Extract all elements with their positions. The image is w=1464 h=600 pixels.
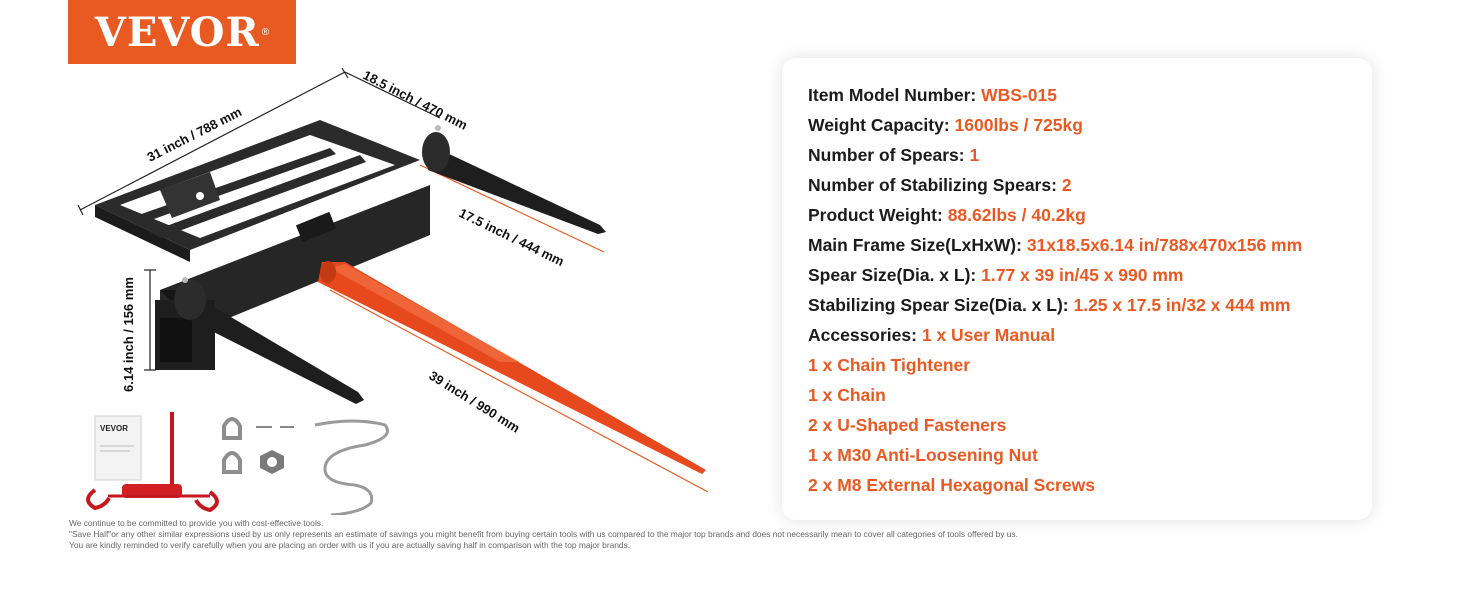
accessory-item: 1 x Chain	[808, 385, 886, 405]
spec-label: Spear Size(Dia. x L):	[808, 265, 977, 285]
spec-row-weight-capacity: Weight Capacity: 1600lbs / 725kg	[808, 114, 1302, 144]
spec-card: Item Model Number: WBS-015 Weight Capaci…	[782, 58, 1372, 520]
spec-value: 1 x User Manual	[921, 325, 1056, 345]
spec-label: Item Model Number:	[808, 85, 977, 105]
bale-spear-frame	[95, 120, 430, 370]
accessory-nut-and-screws	[256, 426, 294, 474]
dimension-line-frame-height	[144, 269, 156, 371]
accessory-item: 1 x M30 Anti-Loosening Nut	[808, 445, 1038, 465]
dim-label-frame-height: 6.14 inch / 156 mm	[121, 277, 136, 392]
spec-row-stabilizing-spears: Number of Stabilizing Spears: 2	[808, 174, 1302, 204]
dimension-line-frame-width	[344, 71, 441, 119]
disclaimer-line: We continue to be committed to provide y…	[69, 518, 324, 528]
spec-label: Product Weight:	[808, 205, 943, 225]
spec-row-accessories: Accessories: 1 x User Manual	[808, 324, 1302, 354]
spec-value: 88.62lbs / 40.2kg	[947, 205, 1086, 225]
spec-row-product-weight: Product Weight: 88.62lbs / 40.2kg	[808, 204, 1302, 234]
dimension-line-stabilizer	[419, 164, 605, 253]
accessory-chain-tightener	[86, 412, 219, 513]
brand-logo: VEVOR ®	[68, 0, 296, 64]
spec-value: 1.25 x 17.5 in/32 x 444 mm	[1073, 295, 1291, 315]
spec-value: 1.77 x 39 in/45 x 990 mm	[981, 265, 1184, 285]
accessory-chain	[314, 419, 389, 515]
dim-label-spear-length: 39 inch / 990 mm	[426, 368, 522, 436]
brand-name: VEVOR	[94, 8, 260, 56]
spec-value: WBS-015	[981, 85, 1057, 105]
product-illustration: 31 inch / 788 mm 18.5 inch / 470 mm 6.14…	[77, 67, 709, 515]
disclaimer: We continue to be committed to provide y…	[69, 518, 1169, 551]
spec-row-stabilizing-spear-size: Stabilizing Spear Size(Dia. x L): 1.25 x…	[808, 294, 1302, 324]
spec-label: Weight Capacity:	[808, 115, 950, 135]
spec-row-model: Item Model Number: WBS-015	[808, 84, 1302, 114]
spec-label: Main Frame Size(LxHxW):	[808, 235, 1022, 255]
spec-label: Number of Spears:	[808, 145, 965, 165]
spec-row-main-frame-size: Main Frame Size(LxHxW): 31x18.5x6.14 in/…	[808, 234, 1302, 264]
stabilizing-spears	[174, 125, 606, 404]
spec-row-spear-size: Spear Size(Dia. x L): 1.77 x 39 in/45 x …	[808, 264, 1302, 294]
main-spear	[318, 261, 706, 474]
disclaimer-line: "Save Half"or any other similar expressi…	[69, 529, 1018, 539]
spec-row-number-of-spears: Number of Spears: 1	[808, 144, 1302, 174]
spec-label: Stabilizing Spear Size(Dia. x L):	[808, 295, 1069, 315]
accessory-item: 2 x U-Shaped Fasteners	[808, 415, 1007, 435]
spec-value: 31x18.5x6.14 in/788x470x156 mm	[1026, 235, 1303, 255]
accessory-item: 2 x M8 External Hexagonal Screws	[808, 475, 1095, 495]
spec-value: 1	[969, 145, 980, 165]
dimension-line-spear	[329, 289, 709, 493]
accessory-u-shackles	[222, 417, 242, 474]
registered-mark: ®	[261, 26, 270, 38]
accessory-user-manual: VEVOR	[94, 415, 142, 481]
spec-value: 2	[1061, 175, 1072, 195]
spec-list: Item Model Number: WBS-015 Weight Capaci…	[808, 84, 1302, 504]
disclaimer-line: You are kindly reminded to verify carefu…	[69, 540, 631, 550]
spec-value: 1600lbs / 725kg	[954, 115, 1083, 135]
manual-brand: VEVOR	[100, 424, 128, 433]
spec-label: Number of Stabilizing Spears:	[808, 175, 1057, 195]
spec-label: Accessories:	[808, 325, 917, 345]
dim-label-frame-width: 18.5 inch / 470 mm	[361, 67, 470, 133]
dimension-line-frame-length	[77, 67, 349, 216]
accessory-item: 1 x Chain Tightener	[808, 355, 971, 375]
